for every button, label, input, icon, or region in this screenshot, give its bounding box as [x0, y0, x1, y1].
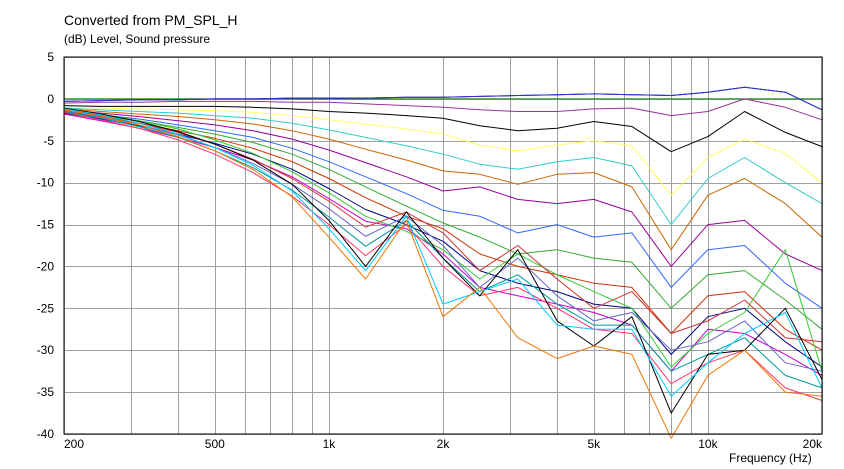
series-line-6 [63, 106, 823, 196]
plot-frame [63, 56, 823, 435]
series-line-9 [63, 109, 823, 272]
series-line-14 [63, 113, 823, 376]
series-line-12 [63, 111, 823, 351]
series-line-22 [63, 109, 823, 439]
y-tick-label: -20 [37, 259, 55, 273]
y-tick-label: -5 [43, 134, 54, 148]
x-tick-label: 10k [698, 437, 718, 451]
x-tick-label: 200 [64, 437, 84, 451]
x-axis-label: Frequency (Hz) [729, 451, 812, 465]
chart-title: Converted from PM_SPL_H [64, 12, 238, 28]
series-line-8 [63, 108, 823, 251]
series-line-5 [63, 105, 823, 153]
y-tick-label: -30 [37, 343, 55, 357]
x-tick-label: 500 [205, 437, 225, 451]
series-lines [63, 86, 823, 439]
series-line-4 [63, 98, 823, 121]
series-line-17 [63, 110, 823, 372]
series-line-16 [63, 109, 823, 343]
y-tick-label: 0 [47, 92, 54, 106]
y-tick-labels: 5 0 -5 -10 -15 -20 -25 -30 -35 -40 [37, 50, 55, 441]
x-tick-labels: 200 500 1k 2k 5k 10k 20k [64, 437, 823, 451]
x-tick-label: 2k [437, 437, 451, 451]
y-axis-label: (dB) Level, Sound pressure [64, 32, 211, 46]
y-tick-label: -15 [37, 218, 55, 232]
series-line-10 [63, 110, 823, 309]
y-tick-label: -10 [37, 176, 55, 190]
series-line-21 [63, 108, 823, 397]
x-tick-label: 5k [587, 437, 601, 451]
y-tick-label: 5 [47, 50, 54, 64]
y-tick-label: -35 [37, 385, 55, 399]
series-line-13 [63, 112, 823, 368]
x-tick-label: 20k [803, 437, 823, 451]
y-tick-label: -40 [37, 427, 55, 441]
series-line-7 [63, 107, 823, 226]
series-line-19 [63, 111, 823, 401]
x-tick-label: 1k [323, 437, 337, 451]
y-tick-label: -25 [37, 301, 55, 315]
series-line-3 [63, 86, 823, 111]
series-line-11 [63, 111, 823, 330]
